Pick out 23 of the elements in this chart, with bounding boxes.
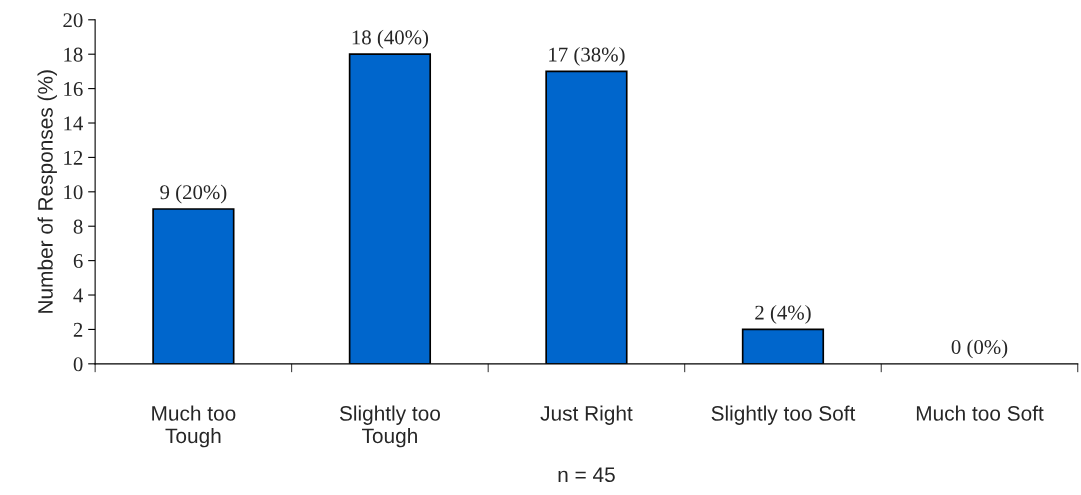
- data-label: 17 (38%): [549, 46, 625, 66]
- y-tick-label: 18: [64, 47, 83, 62]
- data-label: 9 (20%): [160, 184, 227, 204]
- y-tick-label: 12: [64, 150, 83, 165]
- x-axis-title: n = 45: [558, 467, 615, 483]
- y-tick-label: 2: [73, 322, 83, 337]
- y-tick-label: 14: [64, 116, 83, 131]
- x-tick-label: Much too Tough: [152, 405, 236, 448]
- y-tick-label: 6: [73, 254, 83, 269]
- y-tick-label: 4: [73, 288, 83, 303]
- data-label: 18 (40%): [352, 29, 429, 49]
- y-axis-title: Number of Responses (%): [37, 70, 57, 313]
- x-tick-label: Just Right: [540, 405, 633, 425]
- y-tick-label: 8: [73, 219, 83, 234]
- data-label: 2 (4%): [755, 304, 811, 324]
- x-tick-label: Slightly too Tough: [339, 405, 440, 448]
- x-tick-label: Slightly too Soft: [711, 405, 856, 425]
- y-tick-label: 20: [63, 13, 83, 28]
- x-tick-label: Much too Soft: [916, 405, 1044, 421]
- y-tick-label: 10: [64, 185, 83, 200]
- y-tick-label: 16: [64, 82, 83, 97]
- data-label: 0 (0%): [951, 339, 1008, 359]
- y-tick-label: 0: [73, 357, 83, 372]
